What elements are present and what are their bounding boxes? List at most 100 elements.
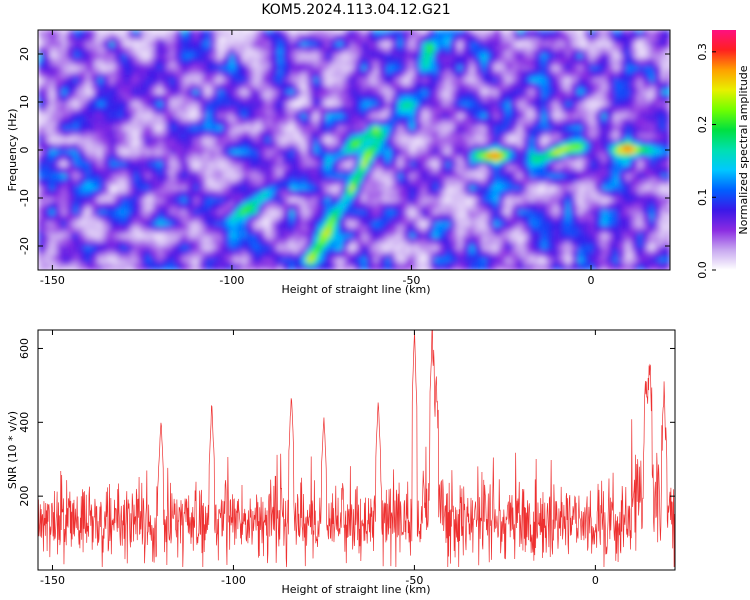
- heatmap-cell: [546, 90, 551, 95]
- heatmap-cell: [606, 146, 611, 151]
- heatmap-cell: [574, 142, 579, 147]
- heatmap-cell: [246, 46, 251, 51]
- heatmap-cell: [562, 110, 567, 115]
- heatmap-cell: [490, 134, 495, 139]
- heatmap-cell: [102, 154, 107, 159]
- heatmap-cell: [146, 114, 151, 119]
- heatmap-cell: [530, 78, 535, 83]
- heatmap-cell: [638, 90, 643, 95]
- heatmap-cell: [554, 82, 559, 87]
- heatmap-cell: [470, 102, 475, 107]
- heatmap-cell: [306, 34, 311, 39]
- heatmap-cell: [298, 102, 303, 107]
- heatmap-cell: [458, 134, 463, 139]
- heatmap-cell: [350, 122, 355, 127]
- heatmap-cell: [326, 154, 331, 159]
- heatmap-cell: [486, 74, 491, 79]
- heatmap-cell: [422, 90, 427, 95]
- heatmap-cell: [190, 54, 195, 59]
- heatmap-cell: [226, 150, 231, 155]
- heatmap-cell: [622, 58, 627, 63]
- heatmap-cell: [246, 66, 251, 71]
- heatmap-cell: [126, 62, 131, 67]
- heatmap-cell: [190, 122, 195, 127]
- heatmap-cell: [638, 30, 643, 35]
- heatmap-cell: [626, 38, 631, 43]
- heatmap-cell: [162, 38, 167, 43]
- heatmap-cell: [42, 142, 47, 147]
- heatmap-cell: [38, 106, 43, 111]
- heatmap-cell: [538, 110, 543, 115]
- heatmap-cell: [562, 118, 567, 123]
- heatmap-cell: [458, 126, 463, 131]
- heatmap-cell: [238, 94, 243, 99]
- heatmap-cell: [178, 98, 183, 103]
- heatmap-cell: [598, 102, 603, 107]
- heatmap-cell: [654, 30, 659, 35]
- heatmap-cell: [554, 90, 559, 95]
- heatmap-cell: [354, 150, 359, 155]
- heatmap-cell: [562, 98, 567, 103]
- heatmap-cell: [526, 46, 531, 51]
- heatmap-cell: [558, 138, 563, 143]
- heatmap-cell: [230, 130, 235, 135]
- heatmap-cell: [122, 94, 127, 99]
- heatmap-cell: [150, 130, 155, 135]
- heatmap-cell: [242, 138, 247, 143]
- heatmap-cell: [626, 110, 631, 115]
- heatmap-cell: [130, 118, 135, 123]
- heatmap-cell: [482, 98, 487, 103]
- heatmap-cell: [602, 122, 607, 127]
- heatmap-cell: [86, 42, 91, 47]
- heatmap-cell: [326, 42, 331, 47]
- heatmap-cell: [226, 154, 231, 159]
- heatmap-cell: [422, 50, 427, 55]
- heatmap-cell: [498, 38, 503, 43]
- heatmap-cell: [194, 38, 199, 43]
- heatmap-cell: [646, 34, 651, 39]
- heatmap-cell: [190, 30, 195, 35]
- heatmap-cell: [414, 38, 419, 43]
- heatmap-cell: [78, 66, 83, 71]
- heatmap-cell: [82, 38, 87, 43]
- heatmap-cell: [70, 30, 75, 35]
- heatmap-cell: [294, 46, 299, 51]
- heatmap-cell: [78, 70, 83, 75]
- heatmap-cell: [406, 106, 411, 111]
- heatmap-cell: [46, 126, 51, 131]
- heatmap-cell: [170, 50, 175, 55]
- heatmap-cell: [578, 130, 583, 135]
- heatmap-cell: [410, 150, 415, 155]
- heatmap-cell: [98, 138, 103, 143]
- heatmap-cell: [498, 150, 503, 155]
- heatmap-cell: [42, 74, 47, 79]
- heatmap-cell: [274, 138, 279, 143]
- heatmap-cell: [634, 118, 639, 123]
- heatmap-cell: [474, 82, 479, 87]
- heatmap-cell: [174, 114, 179, 119]
- heatmap-cell: [178, 82, 183, 87]
- heatmap-cell: [50, 78, 55, 83]
- heatmap-cell: [210, 54, 215, 59]
- heatmap-cell: [490, 130, 495, 135]
- heatmap-cell: [58, 54, 63, 59]
- heatmap-cell: [590, 78, 595, 83]
- heatmap-cell: [526, 122, 531, 127]
- heatmap-cell: [74, 62, 79, 67]
- heatmap-cell: [566, 90, 571, 95]
- heatmap-cell: [194, 70, 199, 75]
- heatmap-cell: [46, 110, 51, 115]
- heatmap-cell: [562, 106, 567, 111]
- heatmap-cell: [170, 146, 175, 151]
- heatmap-cell: [402, 110, 407, 115]
- heatmap-cell: [66, 94, 71, 99]
- heatmap-cell: [466, 118, 471, 123]
- heatmap-cell: [122, 70, 127, 75]
- heatmap-cell: [482, 134, 487, 139]
- heatmap-cell: [594, 142, 599, 147]
- heatmap-cell: [270, 30, 275, 35]
- heatmap-cell: [490, 54, 495, 59]
- heatmap-cell: [178, 138, 183, 143]
- heatmap-cell: [378, 146, 383, 151]
- heatmap-cell: [478, 138, 483, 143]
